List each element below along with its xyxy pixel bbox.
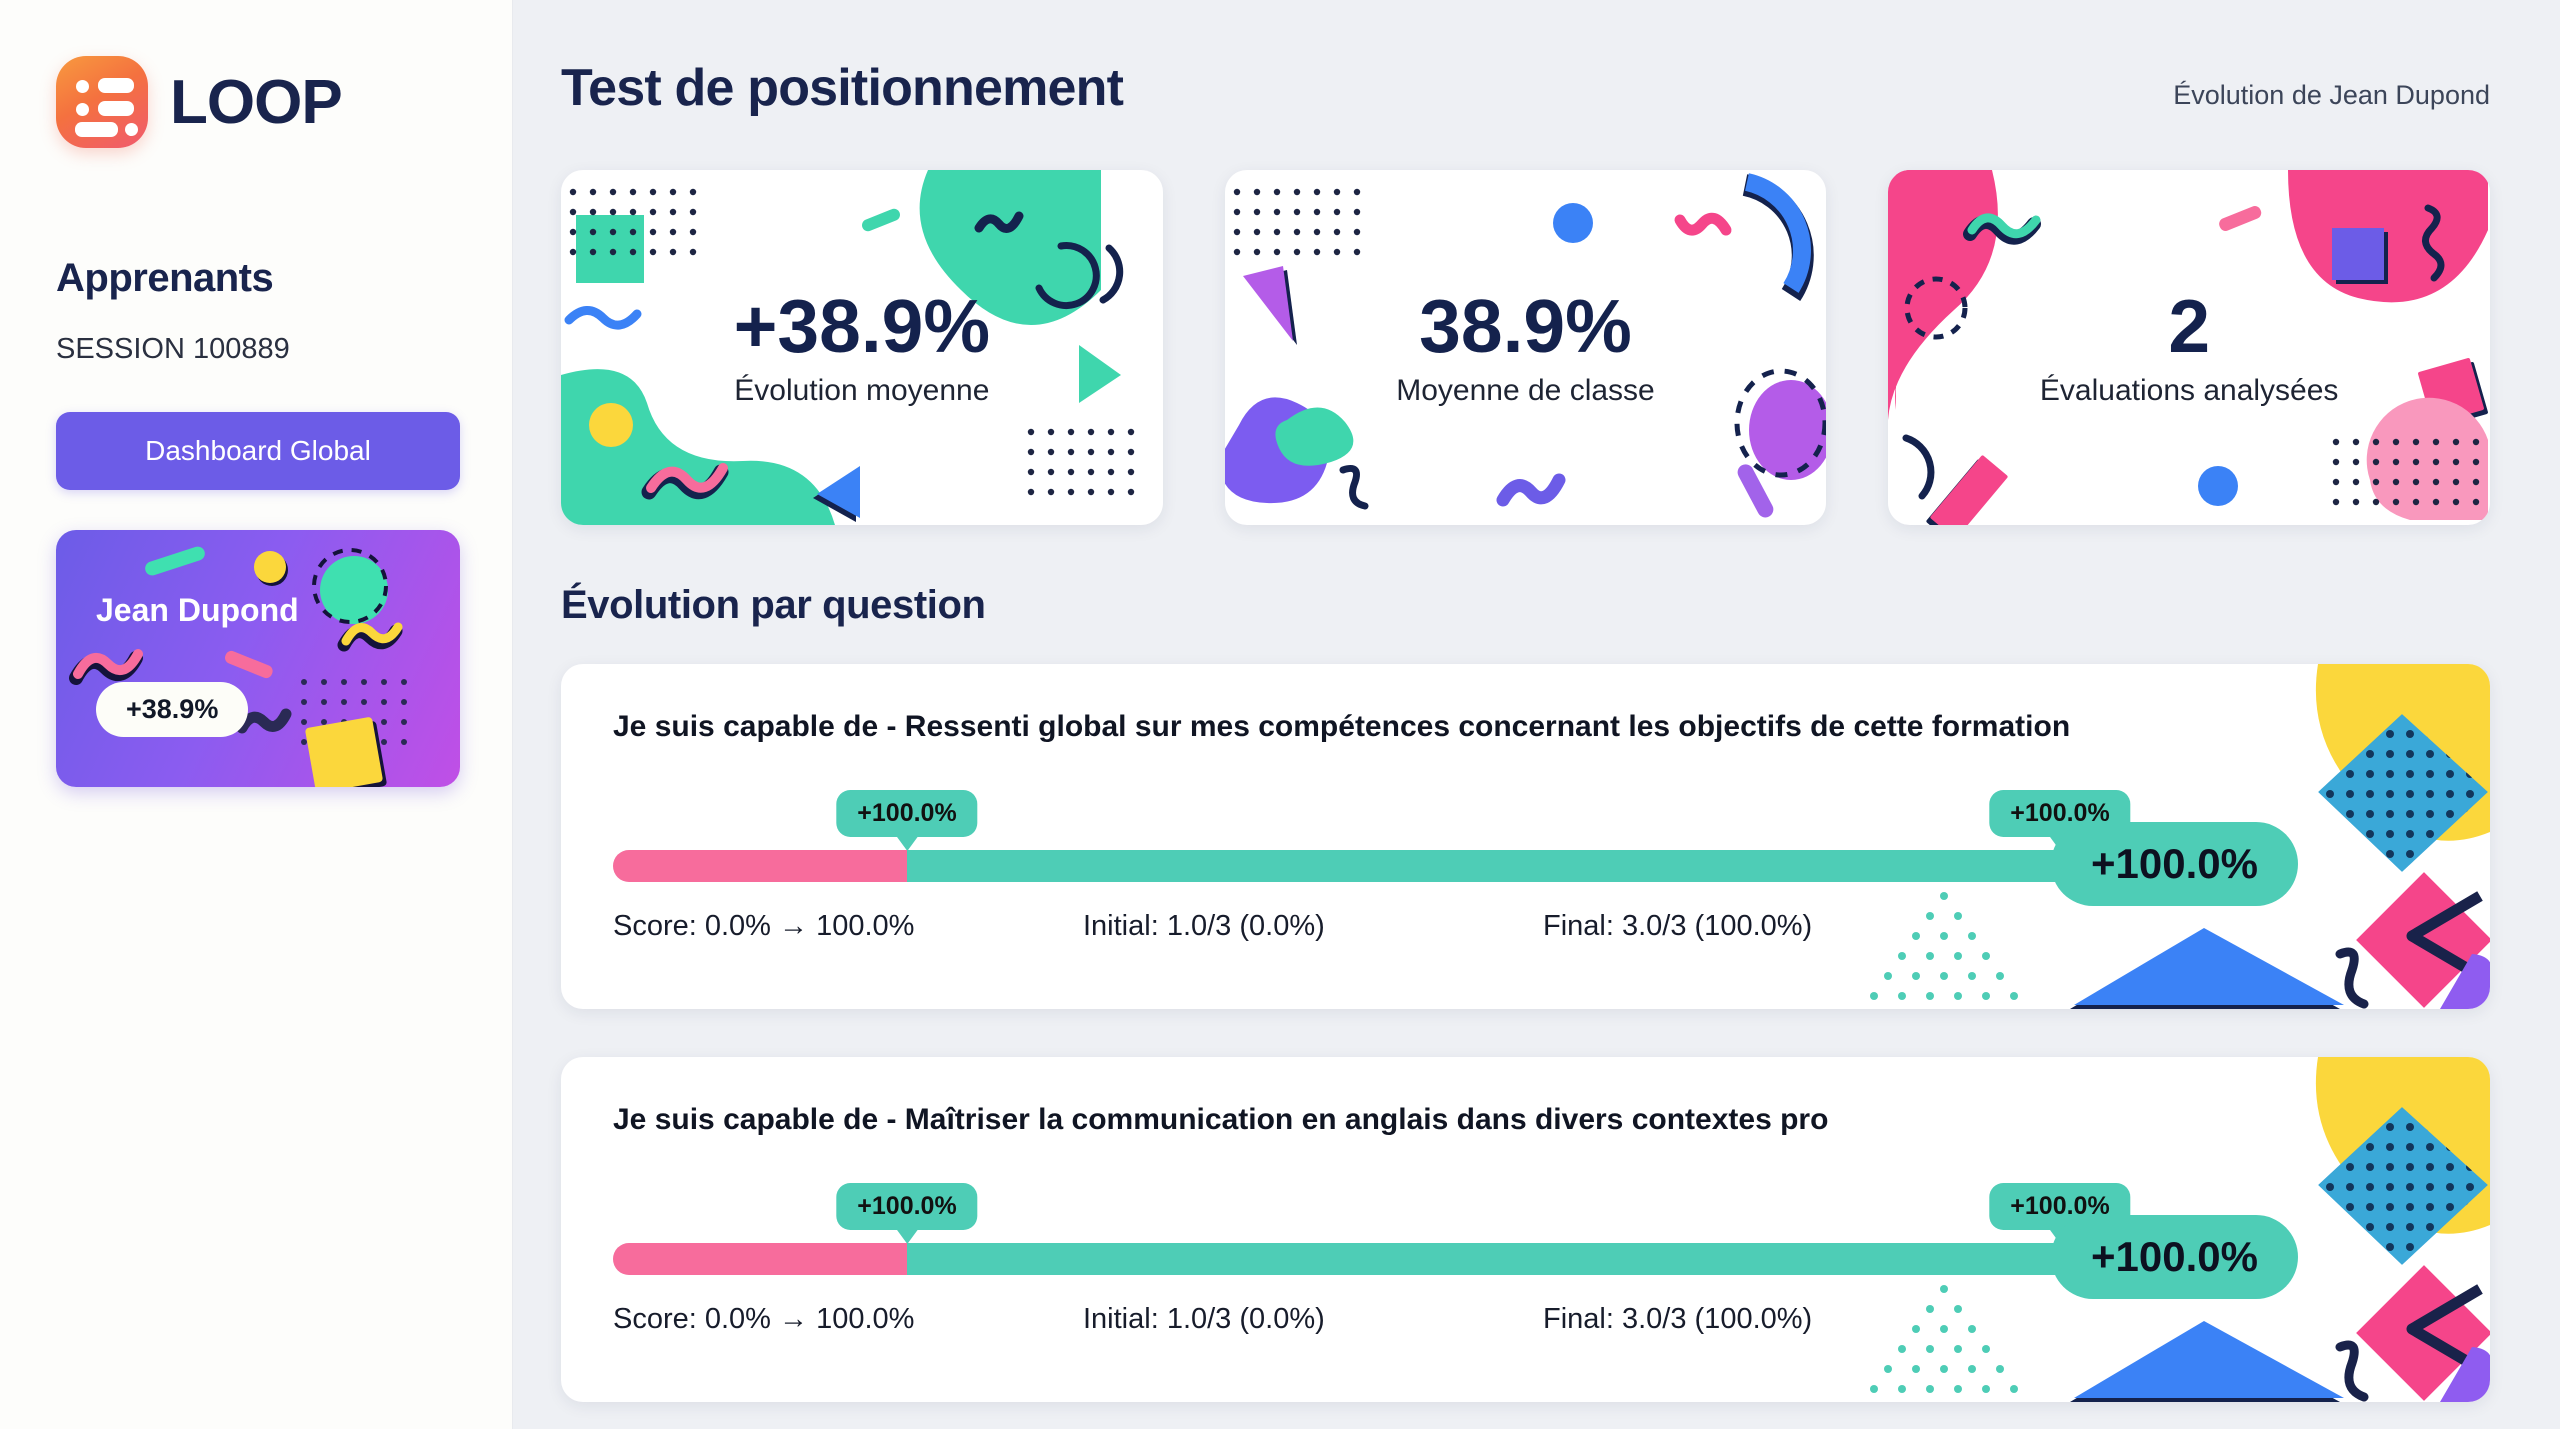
sidebar: LOOP Apprenants SESSION 100889 Dashboard… (0, 0, 513, 1429)
question-card[interactable]: Je suis capable de - Maîtriser la commun… (561, 1057, 2490, 1402)
final-text: Final: 3.0/3 (100.0%) (1543, 910, 1813, 942)
stat-label: Évolution moyenne (734, 373, 990, 407)
progress-track (613, 1243, 2083, 1275)
bubble-initial: +100.0% (836, 790, 978, 851)
bubble-row: +100.0% +100.0% (613, 790, 2438, 851)
section-title: Évolution par question (561, 583, 986, 627)
question-evolution-badge: +100.0% (2051, 822, 2298, 906)
page-subtitle: Évolution de Jean Dupond (2173, 80, 2490, 110)
brand-logo[interactable]: LOOP (56, 56, 456, 148)
initial-text: Initial: 1.0/3 (0.0%) (1083, 1303, 1325, 1335)
stat-card-evolution-moyenne: +38.9% Évolution moyenne (561, 170, 1163, 525)
stat-card-evaluations-analysees: 2 Évaluations analysées (1888, 170, 2491, 525)
question-evolution-badge: +100.0% (2051, 1215, 2298, 1299)
question-card[interactable]: Je suis capable de - Ressenti global sur… (561, 664, 2490, 1009)
progress-track (613, 850, 2083, 882)
progress-segment-initial (613, 850, 907, 882)
score-text: Score: 0.0% → 100.0% (613, 910, 915, 942)
main-content: Test de positionnement Évolution de Jean… (513, 0, 2560, 1429)
dashboard-global-button[interactable]: Dashboard Global (56, 412, 460, 490)
brand-name: LOOP (170, 67, 343, 137)
stats-row: +38.9% Évolution moyenne (561, 170, 2491, 525)
progress-segment-initial (613, 1243, 907, 1275)
learner-card-decorations (69, 546, 407, 787)
stat-label: Moyenne de classe (1396, 373, 1655, 407)
loop-list-icon (56, 56, 148, 148)
session-label: SESSION 100889 (56, 333, 290, 365)
bubble-initial: +100.0% (836, 1183, 978, 1244)
question-progress: +100.0% +100.0% Score: 0.0% → 100.0% Ini… (613, 1183, 2438, 1336)
stat-label: Évaluations analysées (2039, 373, 2339, 407)
stat-card-moyenne-de-classe: 38.9% Moyenne de classe (1224, 170, 1827, 525)
page-title: Test de positionnement (561, 59, 1124, 117)
score-text: Score: 0.0% → 100.0% (613, 1303, 915, 1335)
page-header: Test de positionnement Évolution de Jean… (561, 36, 2490, 118)
bubble-row: +100.0% +100.0% (613, 1183, 2438, 1244)
question-meta: Score: 0.0% → 100.0% Initial: 1.0/3 (0.0… (613, 910, 2083, 943)
question-title: Je suis capable de - Ressenti global sur… (613, 710, 2071, 743)
sidebar-heading: Apprenants (56, 256, 274, 300)
stat-value: 2 (2168, 284, 2211, 369)
question-title: Je suis capable de - Maîtriser la commun… (613, 1103, 1829, 1136)
progress-segment-final (907, 1243, 2083, 1275)
learner-evolution-badge: +38.9% (96, 682, 249, 737)
progress-segment-final (907, 850, 2083, 882)
initial-text: Initial: 1.0/3 (0.0%) (1083, 910, 1325, 942)
question-meta: Score: 0.0% → 100.0% Initial: 1.0/3 (0.0… (613, 1303, 2083, 1336)
stat-value: +38.9% (733, 284, 991, 369)
learner-card-jean-dupond[interactable]: Jean Dupond +38.9% (56, 530, 460, 787)
question-progress: +100.0% +100.0% Score: 0.0% → 100.0% Ini… (613, 790, 2438, 943)
stat-value: 38.9% (1419, 284, 1632, 369)
learner-name: Jean Dupond (96, 592, 299, 628)
final-text: Final: 3.0/3 (100.0%) (1543, 1303, 1813, 1335)
bubble-final: +100.0% (1989, 790, 2131, 851)
